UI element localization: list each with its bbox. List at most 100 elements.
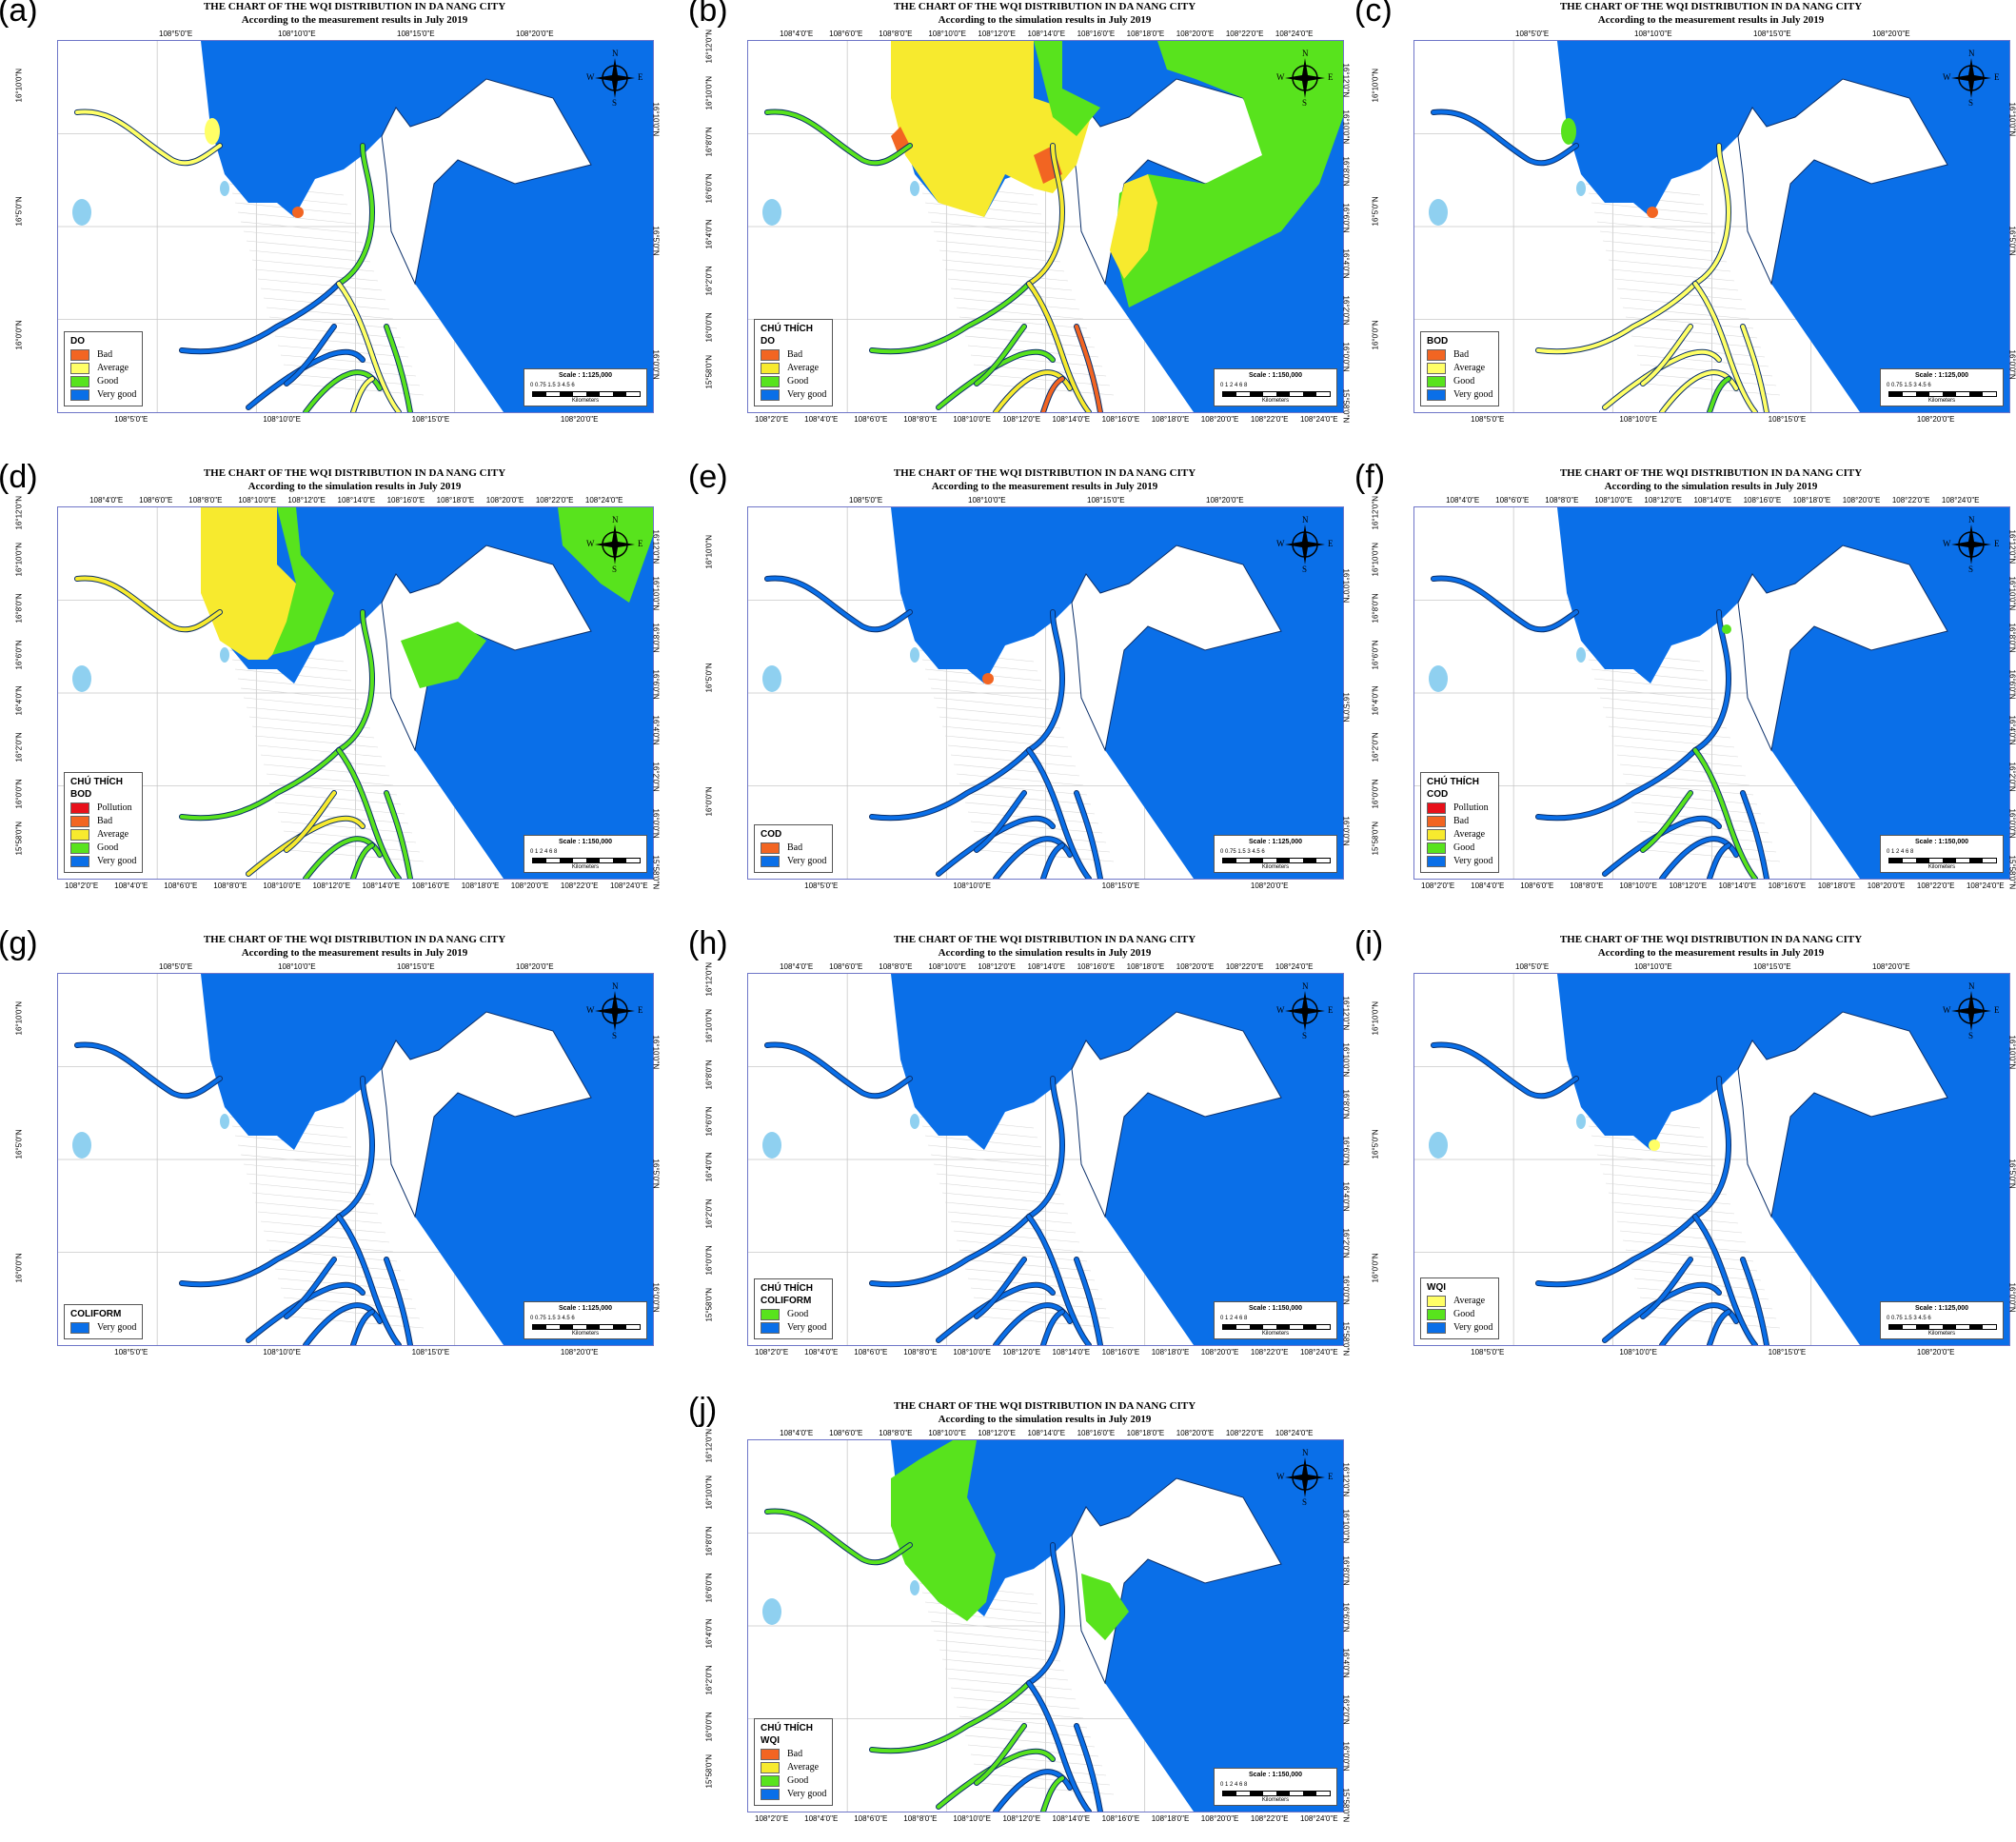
lake-icon	[72, 199, 91, 226]
river-segment	[247, 349, 365, 409]
river-segment	[1027, 748, 1091, 879]
longitude-tick-bottom: 108°20'0"E	[1200, 1814, 1239, 1823]
scale-numbers: 0 1 2 4 6 8	[530, 849, 558, 855]
legend-item: Very good	[1427, 855, 1492, 868]
longitude-tick-bottom: 108°8'0"E	[213, 881, 247, 890]
panel-label: (c)	[1354, 0, 1393, 29]
latitude-tick-left: 16°0'0"N	[1371, 779, 1380, 809]
longitude-tick-bottom: 108°18'0"E	[1151, 1814, 1190, 1823]
longitude-tick-bottom: 108°24'0"E	[1299, 1814, 1338, 1823]
river-segment	[285, 1258, 336, 1318]
legend-swatch	[1427, 389, 1446, 401]
latitude-tick-left: 15°58'0"N	[1371, 821, 1380, 856]
longitude-tick-bottom: 108°22'0"E	[1250, 1348, 1289, 1357]
river-segment	[75, 1042, 222, 1099]
latitude-tick-right: 16°8'0"N	[1341, 1555, 1351, 1586]
river-segment	[1536, 282, 1697, 354]
latitude-tick-left: 15°58'0"N	[704, 354, 714, 389]
longitude-tick-bottom: 108°20'0"E	[560, 415, 599, 424]
river-segment	[975, 1724, 1026, 1785]
longitude-tick-bottom: 108°10'0"E	[263, 1348, 301, 1357]
river-segment	[1041, 1310, 1064, 1345]
longitude-tick-bottom: 108°10'0"E	[1619, 881, 1657, 890]
longitude-tick-bottom: 108°2'0"E	[755, 415, 789, 424]
map-canvas	[748, 507, 1343, 879]
longitude-tick-top: 108°14'0"E	[1027, 1429, 1066, 1437]
longitude-tick-top: 108°6'0"E	[139, 496, 173, 505]
legend-label: Bad	[97, 349, 113, 360]
river-segment	[1432, 109, 1578, 166]
compass-s: S	[1968, 98, 1974, 108]
legend-parameter: COLIFORM	[761, 1296, 812, 1306]
latitude-tick-right: 15°58'0"N	[1341, 388, 1351, 423]
longitude-tick-top: 108°6'0"E	[829, 1429, 863, 1437]
map-frame: N S W E CHÚ THÍCH COD Pollution Bad Average Good V…	[1413, 506, 2010, 880]
scale-unit: Kilometers	[1261, 398, 1290, 404]
panel-label: (f)	[1354, 459, 1386, 495]
subtitle-line: According to the measurement results in …	[241, 947, 468, 959]
longitude-tick-bottom: 108°2'0"E	[755, 1348, 789, 1357]
legend-swatch	[761, 389, 780, 401]
river-segment	[1708, 843, 1730, 879]
river-segment	[1603, 349, 1721, 409]
compass-e: E	[1328, 539, 1334, 548]
legend-label: Very good	[787, 389, 827, 400]
latitude-tick-left: 16°12'0"N	[704, 30, 714, 64]
map-canvas	[1414, 41, 2009, 412]
lake-icon	[220, 1114, 229, 1129]
legend-item: Average	[70, 362, 136, 375]
latitude-tick-left: 16°8'0"N	[704, 127, 714, 157]
compass-s: S	[1968, 1031, 1974, 1040]
scale-unit: Kilometers	[1261, 1331, 1290, 1337]
legend-item: Average	[70, 828, 136, 842]
legend-swatch	[1427, 842, 1446, 854]
compass-s: S	[1302, 564, 1308, 574]
latitude-tick-left: 16°2'0"N	[1371, 732, 1380, 763]
latitude-tick-right: 16°6'0"N	[1341, 1602, 1351, 1633]
latitude-tick-right: 16°0'0"N	[1341, 1741, 1351, 1772]
longitude-tick-bottom: 108°5'0"E	[804, 881, 839, 890]
longitude-tick-top: 108°4'0"E	[89, 496, 124, 505]
latitude-tick-right: 16°4'0"N	[2007, 715, 2016, 746]
lake-icon	[762, 665, 781, 692]
legend-label: Very good	[97, 1322, 137, 1333]
legend-item: Bad	[761, 348, 826, 362]
lake-icon	[72, 1132, 91, 1159]
panel-label: (a)	[0, 0, 38, 29]
longitude-tick-top: 108°10'0"E	[278, 962, 316, 971]
latitude-tick-right: 16°5'0"N	[1341, 692, 1351, 723]
latitude-tick-left: 16°4'0"N	[704, 1618, 714, 1649]
scale-graphic	[1888, 391, 1997, 397]
longitude-tick-bottom: 108°20'0"E	[510, 881, 549, 890]
compass-n: N	[1302, 1448, 1309, 1457]
lake-icon	[762, 1598, 781, 1625]
legend-swatch	[761, 1749, 780, 1760]
longitude-tick-top: 108°24'0"E	[1941, 496, 1980, 505]
road-network	[919, 649, 1115, 862]
latitude-tick-left: 16°10'0"N	[704, 76, 714, 110]
latitude-tick-right: 16°10'0"N	[1341, 1042, 1351, 1078]
compass-n: N	[1968, 981, 1975, 991]
longitude-tick-bottom: 108°10'0"E	[1619, 415, 1657, 424]
latitude-tick-right: 16°0'0"N	[651, 1282, 661, 1313]
latitude-tick-left: 16°6'0"N	[1371, 639, 1380, 670]
scale-text: Scale : 1:125,000	[558, 1305, 613, 1312]
longitude-tick-top: 108°10'0"E	[928, 30, 966, 38]
map-canvas	[1414, 974, 2009, 1345]
legend-label: Bad	[787, 349, 803, 360]
map-legend: CHÚ THÍCH DO Bad Average Good Very good	[754, 319, 834, 406]
legend-heading: CHÚ THÍCH	[70, 777, 123, 787]
longitude-tick-bottom: 108°22'0"E	[560, 881, 599, 890]
latitude-tick-left: 16°6'0"N	[704, 1572, 714, 1603]
lake-icon	[1429, 665, 1448, 692]
legend-swatch	[1427, 856, 1446, 867]
map-canvas	[58, 974, 653, 1345]
bad-zone	[292, 207, 304, 218]
river-segment	[351, 377, 374, 412]
legend-parameter: DO	[70, 336, 85, 347]
legend-item: Average	[761, 1761, 826, 1774]
map-legend: COLIFORM Very good	[64, 1304, 144, 1339]
river-segment	[1603, 816, 1721, 876]
latitude-tick-left: 16°5'0"N	[1371, 196, 1380, 227]
river-segment	[1693, 144, 1731, 286]
